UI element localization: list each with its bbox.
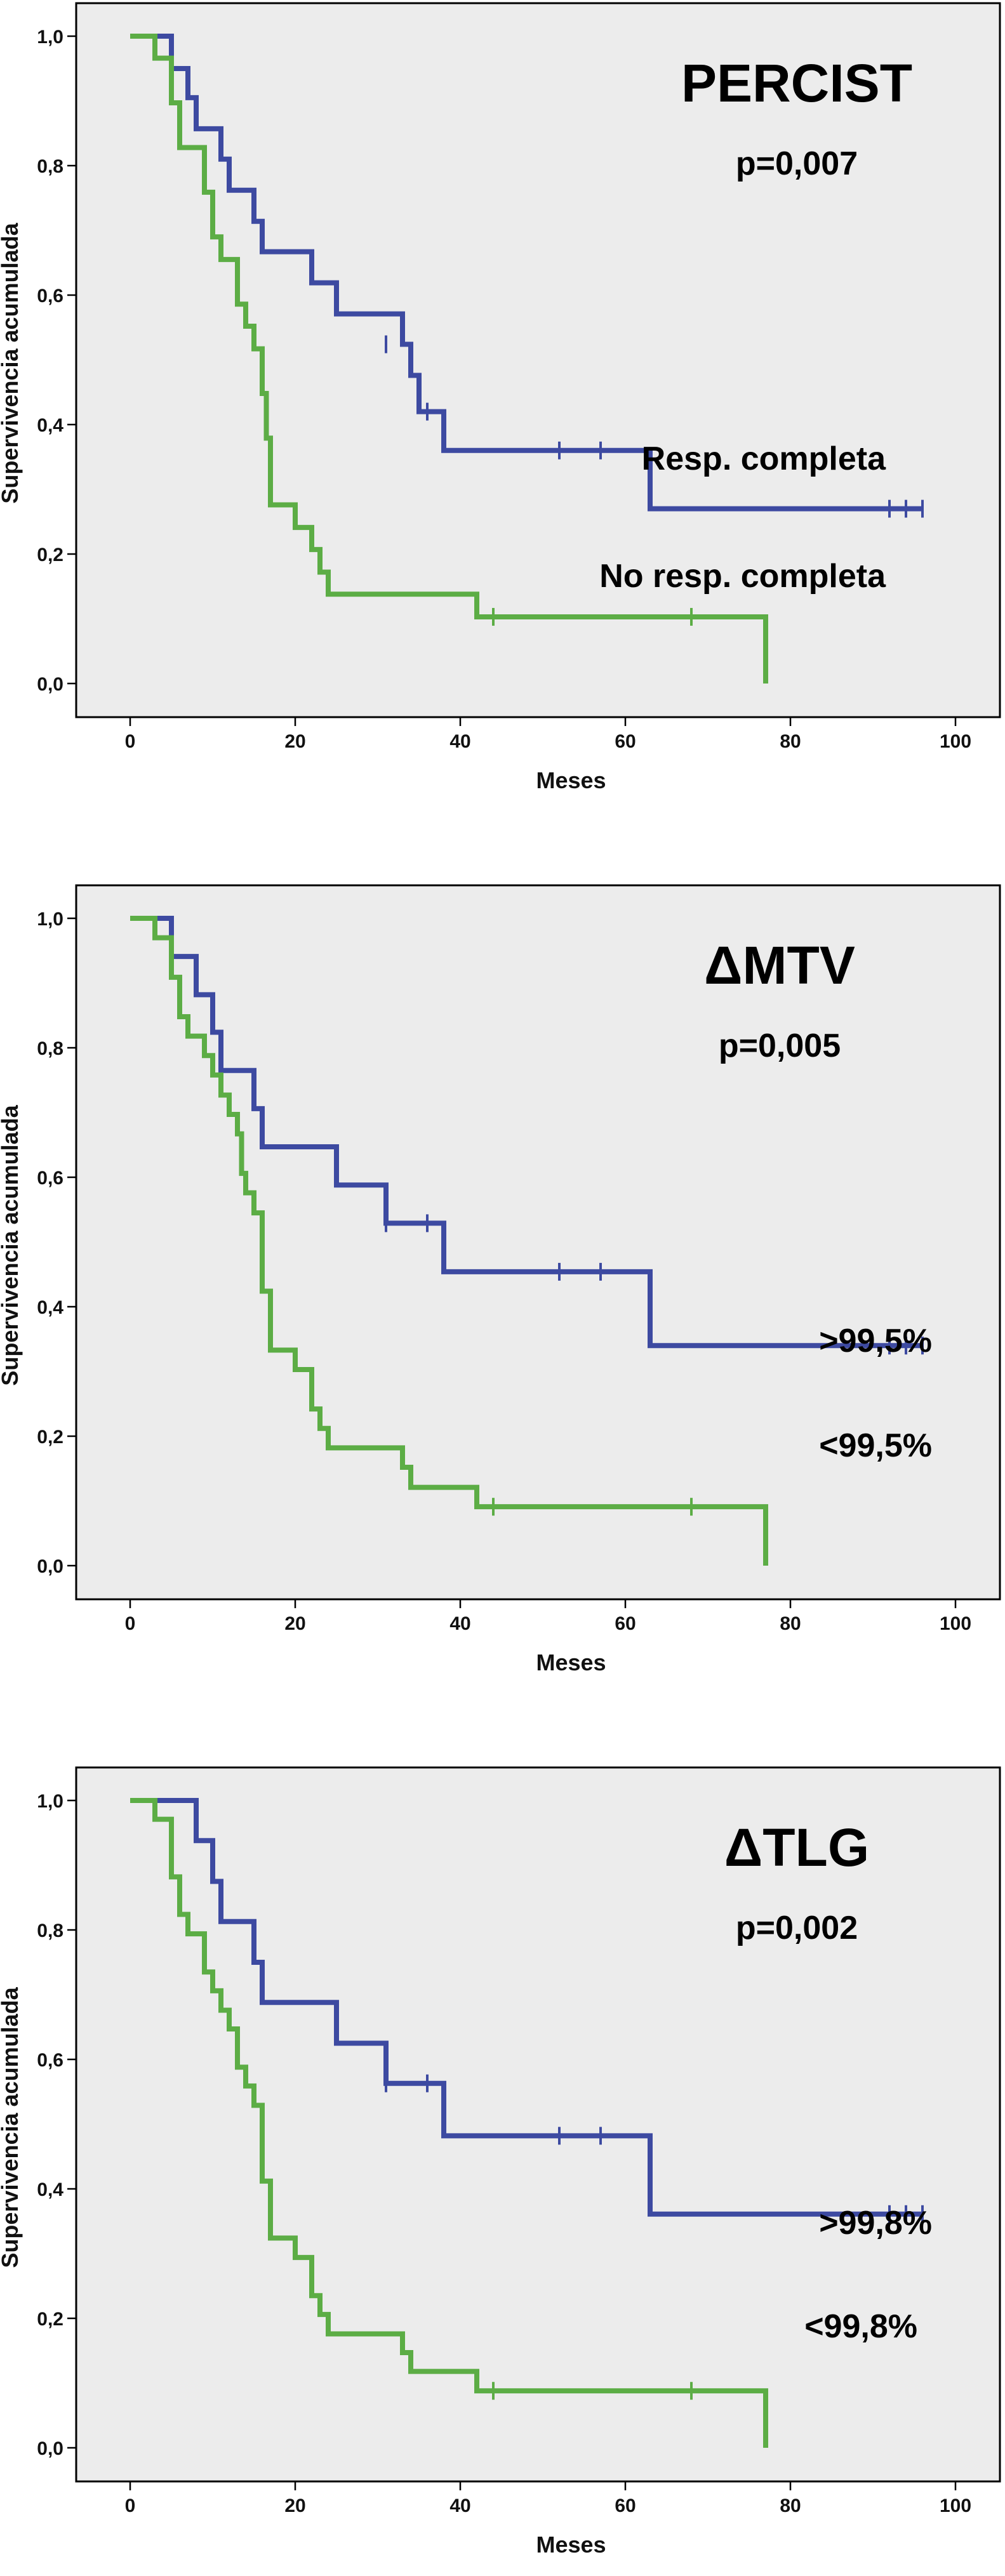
plot-frame [75,1766,1001,2483]
y-axis-label: Supervivencia acumulada [0,222,23,503]
x-tick-label: 60 [615,731,636,752]
survival-curve [130,34,922,512]
y-tick-label: 0,6 [37,2050,63,2071]
km-chart-percist: 0,0 0,2 0,4 0,6 0,8 1,0 0 20 40 60 80 100 Meses Super… [0,0,1005,850]
y-tick-label: 0,6 [37,1168,63,1189]
x-tick-label: 60 [615,2495,636,2516]
y-tick-label: 0,0 [37,1556,63,1577]
p-value: p=0,007 [736,145,858,182]
x-tick-label: 0 [125,2495,136,2516]
x-tick-label: 100 [940,731,971,752]
y-tick-label: 0,8 [37,1038,63,1059]
chart-title: ΔMTV [704,935,855,995]
y-tick-label: 0,4 [37,415,63,436]
x-tick-label: 20 [284,2495,305,2516]
chart-title: ΔTLG [724,1818,869,1877]
y-tick-label: 0,8 [37,1920,63,1941]
y-tick-label: 0,2 [37,545,63,565]
survival-curve [130,1798,768,2448]
x-tick-label: 40 [449,2495,470,2516]
series-label: Resp. completa [642,440,886,477]
x-tick-label: 80 [780,1613,801,1634]
y-tick-label: 1,0 [37,27,63,48]
x-tick-label: 20 [284,731,305,752]
x-tick-label: 100 [940,1613,971,1634]
x-tick-label: 80 [780,731,801,752]
x-tick-label: 20 [284,1613,305,1634]
p-value: p=0,002 [736,1910,858,1946]
chart-svg: 0,0 0,2 0,4 0,6 0,8 1,0 0 20 40 60 80 100 Meses Super… [0,1766,1001,2558]
x-tick-label: 40 [449,1613,470,1634]
y-tick-label: 0,0 [37,2438,63,2459]
survival-curve [130,1798,922,2217]
y-tick-label: 0,0 [37,674,63,695]
series-label: >99,8% [819,2205,932,2242]
survival-curve [130,916,922,1349]
plot-frame [75,884,1001,1601]
chart-svg: 0,0 0,2 0,4 0,6 0,8 1,0 0 20 40 60 80 100 Meses Super… [0,2,1001,793]
y-tick-label: 0,4 [37,1297,63,1318]
series-label: >99,5% [819,1323,932,1359]
x-tick-label: 60 [615,1613,636,1634]
x-tick-label: 0 [125,731,136,752]
survival-curve [130,34,768,684]
series-label: No resp. completa [599,558,886,595]
x-tick-label: 40 [449,731,470,752]
x-axis-label: Meses [536,1649,606,1675]
y-tick-label: 0,8 [37,156,63,177]
x-axis-label: Meses [536,767,606,793]
p-value: p=0,005 [719,1027,841,1064]
y-tick-label: 0,2 [37,2309,63,2330]
x-tick-label: 100 [940,2495,971,2516]
x-tick-label: 0 [125,1613,136,1634]
x-tick-label: 80 [780,2495,801,2516]
x-axis-label: Meses [536,2532,606,2558]
survival-curve [130,916,768,1566]
plot-frame [75,2,1001,718]
chart-title: PERCIST [681,53,912,113]
y-axis-label: Supervivencia acumulada [0,1104,23,1385]
chart-svg: 0,0 0,2 0,4 0,6 0,8 1,0 0 20 40 60 80 100 Meses Super… [0,884,1001,1675]
y-tick-label: 1,0 [37,1791,63,1812]
y-axis-label: Supervivencia acumulada [0,1986,23,2268]
y-tick-label: 0,4 [37,2179,63,2200]
km-chart-mtv: 0,0 0,2 0,4 0,6 0,8 1,0 0 20 40 60 80 100 Meses Super… [0,882,1005,1733]
km-chart-tlg: 0,0 0,2 0,4 0,6 0,8 1,0 0 20 40 60 80 100 Meses Super… [0,1764,1005,2576]
series-label: <99,5% [819,1427,932,1464]
y-tick-label: 1,0 [37,909,63,930]
series-label: <99,8% [804,2308,917,2345]
y-tick-label: 0,6 [37,286,63,307]
y-tick-label: 0,2 [37,1427,63,1448]
